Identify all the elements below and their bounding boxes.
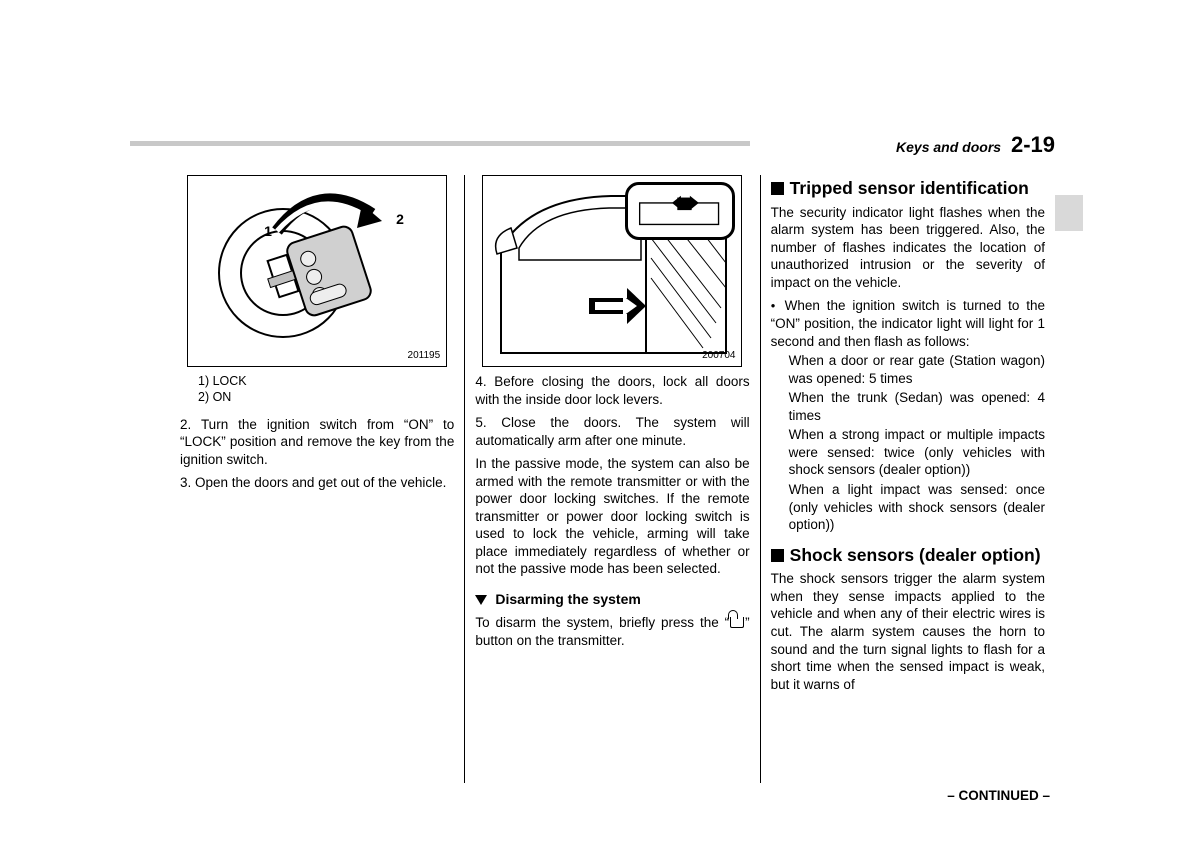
caption-item: 2) ON xyxy=(198,389,454,405)
chapter-label: Keys and doors xyxy=(896,139,1001,155)
figure-door-lock: 200704 xyxy=(482,175,742,367)
column-3: Tripped sensor identification The securi… xyxy=(760,175,1055,783)
header-rule xyxy=(130,141,750,146)
body-paragraph: The security indicator light flashes whe… xyxy=(771,204,1045,292)
figure-ignition-key: 1 2 201195 xyxy=(187,175,447,367)
heading-text: Shock sensors (dealer option) xyxy=(790,545,1041,565)
heading-shock-sensors: Shock sensors (dealer option) xyxy=(771,544,1045,567)
figure-id: 200704 xyxy=(702,349,735,362)
figure-label-1: 1 xyxy=(264,222,272,240)
continued-label: – CONTINUED – xyxy=(947,788,1050,803)
body-paragraph: In the passive mode, the system can also… xyxy=(475,455,749,578)
list-item: When a light impact was sensed: once (on… xyxy=(789,481,1045,534)
step-paragraph: 5. Close the doors. The system will auto… xyxy=(475,414,749,449)
unlock-icon xyxy=(730,617,744,628)
list-item: When a door or rear gate (Station wagon)… xyxy=(789,352,1045,387)
square-marker-icon xyxy=(771,549,784,562)
step-paragraph: 4. Before closing the doors, lock all do… xyxy=(475,373,749,408)
step-paragraph: 2. Turn the ignition switch from “ON” to… xyxy=(180,416,454,469)
caption-item: 1) LOCK xyxy=(198,373,454,389)
door-lock-callout xyxy=(625,182,735,240)
figure-caption-list: 1) LOCK 2) ON xyxy=(198,373,454,406)
thumb-tab xyxy=(1055,195,1083,231)
body-paragraph: The shock sensors trigger the alarm syst… xyxy=(771,570,1045,693)
list-item: When a strong impact or multiple impacts… xyxy=(789,426,1045,479)
page-header: Keys and doors 2-19 xyxy=(130,132,1055,156)
text-fragment: To disarm the system, briefly press the … xyxy=(475,615,729,630)
header-text: Keys and doors 2-19 xyxy=(896,132,1055,158)
column-2: 200704 4. Before closing the doors, lock… xyxy=(464,175,759,783)
figure-id: 201195 xyxy=(408,349,441,362)
page-number: 2-19 xyxy=(1011,132,1055,157)
content-columns: 1 2 201195 1) LOCK 2) ON 2. Turn the ign… xyxy=(170,175,1055,783)
square-marker-icon xyxy=(771,182,784,195)
heading-text: Tripped sensor identification xyxy=(790,178,1029,198)
subheading-text: Disarming the system xyxy=(495,591,641,607)
bullet-paragraph: When the ignition switch is turned to th… xyxy=(771,297,1045,350)
step-paragraph: 3. Open the doors and get out of the veh… xyxy=(180,474,454,492)
triangle-marker-icon xyxy=(475,595,487,605)
rotation-arrow-icon xyxy=(262,186,382,256)
subheading-disarming: Disarming the system xyxy=(475,590,749,608)
figure-label-2: 2 xyxy=(396,210,404,228)
column-1: 1 2 201195 1) LOCK 2) ON 2. Turn the ign… xyxy=(170,175,464,783)
list-item: When the trunk (Sedan) was opened: 4 tim… xyxy=(789,389,1045,424)
body-paragraph: To disarm the system, briefly press the … xyxy=(475,614,749,649)
heading-tripped-sensor: Tripped sensor identification xyxy=(771,177,1045,200)
